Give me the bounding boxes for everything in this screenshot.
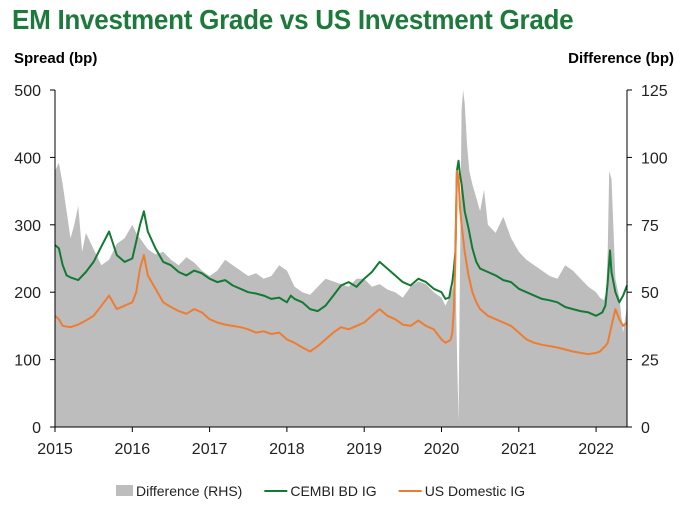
right-tick-label: 125 (641, 83, 668, 100)
right-tick-label: 75 (641, 218, 659, 235)
right-axis-title: Difference (bp) (568, 50, 674, 67)
x-tick-label: 2021 (501, 441, 537, 458)
x-tick-label: 2018 (269, 441, 305, 458)
left-tick-label: 200 (14, 285, 41, 302)
axes-layer: 0 100 200 300 400 500 0 25 50 75 100 125 2015 2016 201… (14, 83, 668, 458)
right-tick-label: 25 (641, 353, 659, 370)
line-series-layer (54, 159, 628, 356)
legend-swatch-difference (116, 485, 133, 496)
legend-label: Difference (RHS) (136, 483, 242, 499)
x-tick-label: 2019 (346, 441, 382, 458)
left-tick-label: 300 (14, 218, 41, 235)
legend: Difference (RHS) CEMBI BD IG US Domestic I… (116, 483, 525, 499)
difference-area-layer (55, 90, 627, 427)
x-tick-label: 2015 (37, 441, 73, 458)
right-tick-label: 50 (641, 285, 659, 302)
x-tick-label: 2020 (424, 441, 460, 458)
left-tick-label: 400 (14, 150, 41, 167)
chart-title: EM Investment Grade vs US Investment Gra… (12, 4, 574, 35)
difference-area (55, 90, 627, 427)
left-tick-label: 100 (14, 353, 41, 370)
left-axis-title: Spread (bp) (14, 50, 98, 67)
x-tick-label: 2016 (115, 441, 151, 458)
legend-label: US Domestic IG (425, 483, 525, 499)
us-domestic-ig-line (54, 169, 628, 356)
right-tick-label: 100 (641, 150, 668, 167)
left-tick-label: 500 (14, 83, 41, 100)
cembi-bd-ig-line (54, 159, 628, 317)
legend-label: CEMBI BD IG (290, 483, 376, 499)
x-tick-label: 2022 (578, 441, 614, 458)
left-tick-label: 0 (32, 420, 41, 437)
x-tick-label: 2017 (192, 441, 228, 458)
right-tick-label: 0 (641, 420, 650, 437)
